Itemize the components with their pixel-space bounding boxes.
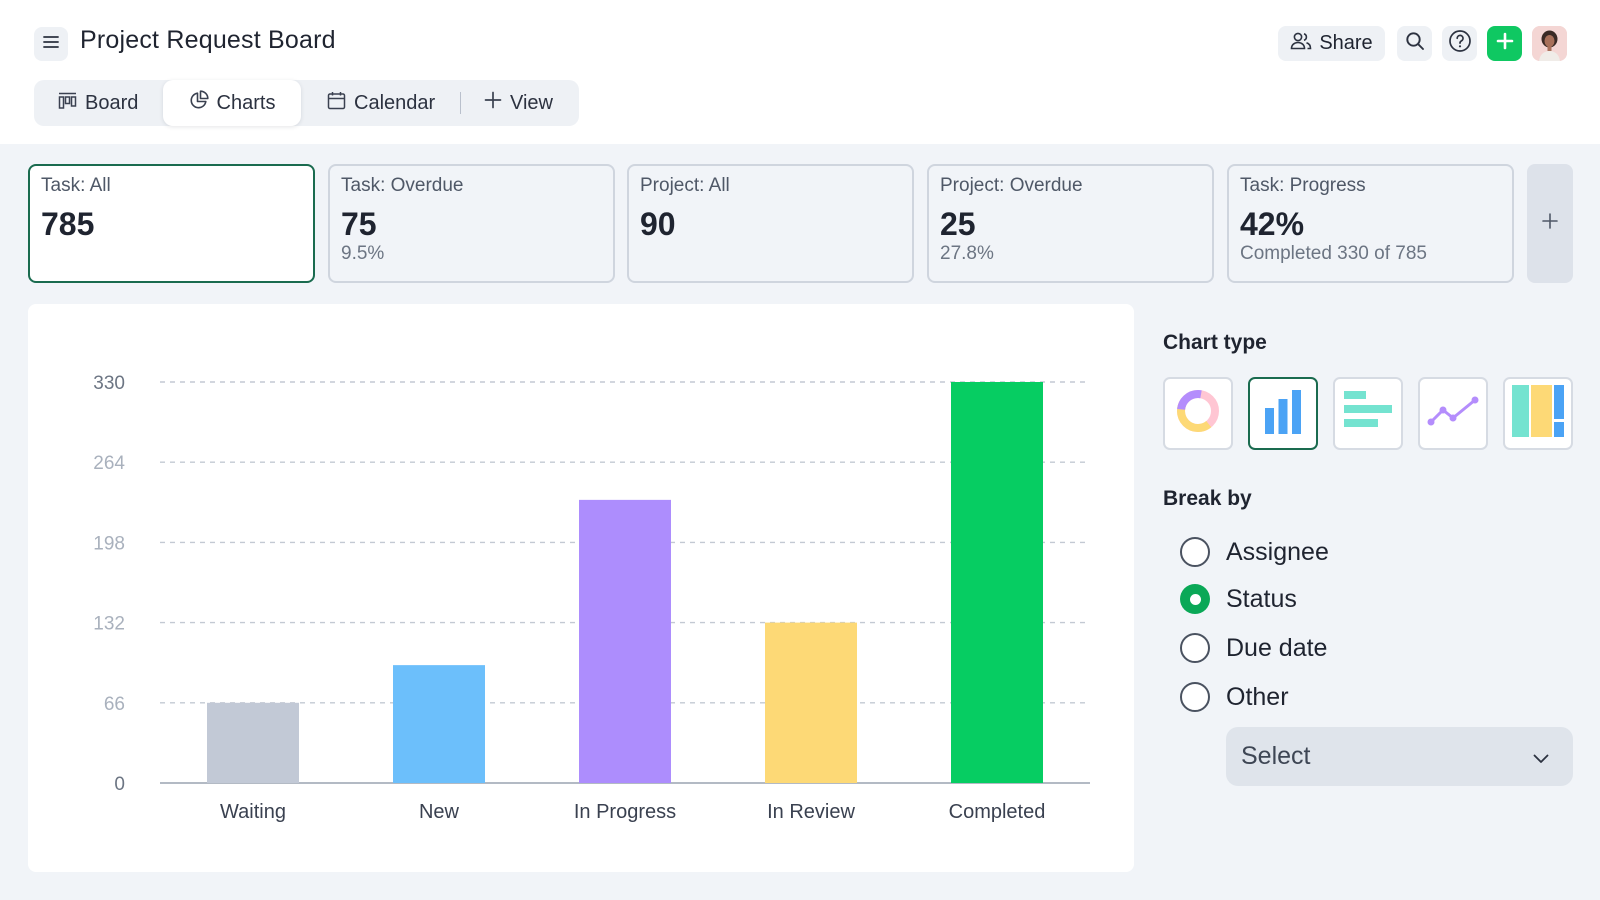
stat-value: 42% <box>1240 206 1305 242</box>
bar-chart: 0 66 132 198 264 330 Waiting New In Progress In R… <box>93 373 1090 823</box>
x-tick-label: In Review <box>767 801 855 823</box>
y-tick-label: 66 <box>104 694 125 715</box>
stat-sub: 9.5% <box>341 243 385 265</box>
y-tick-label: 264 <box>93 453 125 474</box>
help-icon <box>1448 29 1472 58</box>
menu-button[interactable] <box>34 27 68 61</box>
y-tick-label: 330 <box>93 373 125 394</box>
tab-add-view[interactable]: View <box>484 80 553 126</box>
share-label: Share <box>1319 32 1373 54</box>
horizontal-bar-chart-icon <box>1342 391 1394 436</box>
x-tick-label: New <box>419 801 460 823</box>
bar-new[interactable] <box>393 665 485 783</box>
radio-status[interactable]: Status <box>1180 582 1297 616</box>
tab-divider <box>460 92 461 114</box>
x-tick-label: Completed <box>949 801 1046 823</box>
calendar-icon <box>327 91 346 116</box>
stat-card-project-overdue[interactable]: Project: Overdue 25 27.8% <box>927 164 1214 283</box>
stat-card-task-all[interactable]: Task: All 785 <box>28 164 315 283</box>
donut-chart-icon <box>1174 387 1222 440</box>
radio-due-date[interactable]: Due date <box>1180 631 1327 665</box>
view-tabs: Board Charts Calendar View <box>34 80 579 126</box>
radio-button[interactable] <box>1180 682 1210 712</box>
tab-label: Calendar <box>354 91 436 114</box>
plus-icon <box>484 91 502 115</box>
stat-label: Task: Overdue <box>341 175 464 196</box>
share-button[interactable]: Share <box>1278 26 1385 61</box>
stat-value: 75 <box>341 206 377 242</box>
tab-label: Board <box>85 91 139 114</box>
radio-button[interactable] <box>1180 633 1210 663</box>
search-icon <box>1405 31 1425 56</box>
chart-type-title: Chart type <box>1163 331 1267 354</box>
radio-label: Due date <box>1226 633 1328 662</box>
bar-in-progress[interactable] <box>579 499 671 783</box>
stat-label: Task: Progress <box>1240 175 1366 196</box>
break-by-title: Break by <box>1163 487 1252 510</box>
top-bar: Project Request Board Share <box>0 0 1600 144</box>
chart-type-horizontal-bar[interactable] <box>1333 377 1403 450</box>
radio-label: Assignee <box>1226 537 1329 566</box>
radio-button[interactable] <box>1180 537 1210 567</box>
chart-type-bar[interactable] <box>1248 377 1318 450</box>
other-select[interactable]: Select <box>1226 727 1573 786</box>
page-title: Project Request Board <box>80 26 336 54</box>
stat-value: 90 <box>640 206 676 242</box>
tab-calendar[interactable]: Calendar <box>327 80 435 126</box>
stat-card-task-progress[interactable]: Task: Progress 42% Completed 330 of 785 <box>1227 164 1514 283</box>
y-tick-label: 132 <box>93 614 125 635</box>
search-button[interactable] <box>1397 26 1432 61</box>
y-tick-label: 198 <box>93 533 125 554</box>
radio-label: Status <box>1226 584 1297 613</box>
plus-icon <box>1496 32 1514 55</box>
radio-assignee[interactable]: Assignee <box>1180 535 1329 569</box>
x-tick-label: Waiting <box>220 801 286 823</box>
stat-card-project-all[interactable]: Project: All 90 <box>627 164 914 283</box>
stat-label: Project: All <box>640 175 730 196</box>
chart-type-donut[interactable] <box>1163 377 1233 450</box>
treemap-chart-icon <box>1512 385 1564 442</box>
plus-icon <box>1541 212 1559 235</box>
stat-label: Project: Overdue <box>940 175 1083 196</box>
chart-type-treemap[interactable] <box>1503 377 1573 450</box>
bar-in-review[interactable] <box>765 622 857 783</box>
chart-card: 0 66 132 198 264 330 Waiting New In Progress In R… <box>28 304 1134 872</box>
radio-label: Other <box>1226 682 1289 711</box>
menu-icon <box>43 35 59 54</box>
tab-board[interactable]: Board <box>58 80 138 126</box>
board-icon <box>58 92 77 115</box>
stat-value: 785 <box>41 206 95 242</box>
tab-label: View <box>510 91 553 114</box>
radio-other[interactable]: Other <box>1180 680 1289 714</box>
tab-charts[interactable]: Charts <box>163 80 301 126</box>
stat-sub: Completed 330 of 785 <box>1240 243 1427 265</box>
stat-sub: 27.8% <box>940 243 994 265</box>
bar-completed[interactable] <box>951 382 1043 783</box>
add-stat-button[interactable] <box>1527 164 1573 283</box>
stat-card-task-overdue[interactable]: Task: Overdue 75 9.5% <box>328 164 615 283</box>
bar-chart-icon <box>1262 388 1304 439</box>
users-icon <box>1290 32 1312 56</box>
chevron-down-icon <box>1533 742 1549 771</box>
bar-waiting[interactable] <box>207 702 299 783</box>
radio-button-checked[interactable] <box>1180 584 1210 614</box>
x-tick-label: In Progress <box>574 801 676 823</box>
chart-type-line[interactable] <box>1418 377 1488 450</box>
select-value: Select <box>1241 742 1311 770</box>
add-button[interactable] <box>1487 26 1522 61</box>
tab-label: Charts <box>216 91 276 114</box>
help-button[interactable] <box>1442 26 1477 61</box>
line-chart-icon <box>1427 394 1479 433</box>
avatar[interactable] <box>1532 26 1567 61</box>
y-tick-label: 0 <box>114 774 125 795</box>
stat-label: Task: All <box>41 175 111 196</box>
stat-value: 25 <box>940 206 976 242</box>
pie-chart-icon <box>189 90 209 116</box>
